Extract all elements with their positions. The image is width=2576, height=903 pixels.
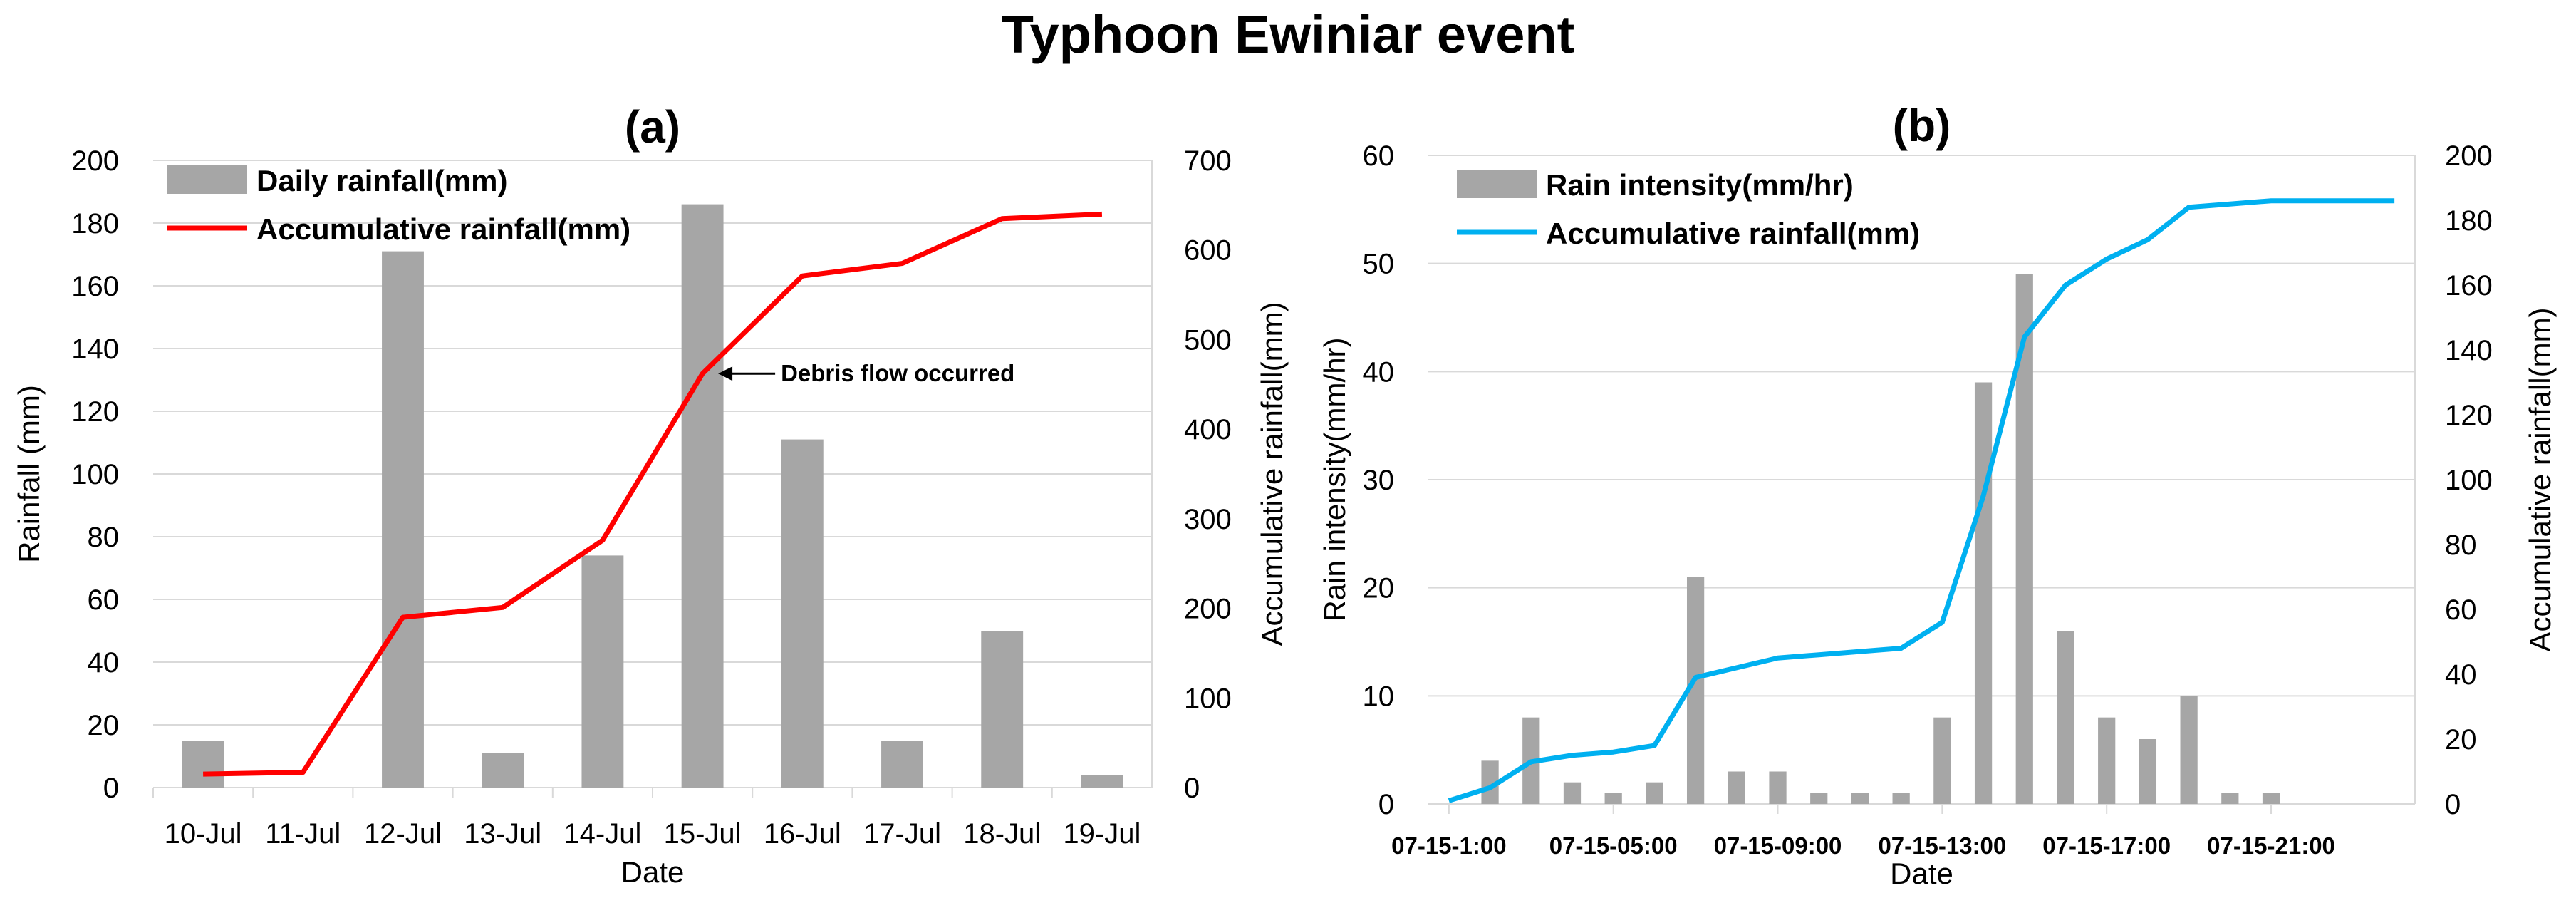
panel-title-a: (a)	[625, 101, 680, 153]
annotation-text: Debris flow occurred	[781, 360, 1014, 386]
y2-axis-label: Accumulative rainfall(mm)	[1255, 301, 1289, 646]
bar-b-7	[1728, 771, 1745, 804]
y-tick-label: 40	[88, 647, 120, 678]
bar-b-9	[1810, 793, 1828, 804]
x-tick-label: 18-Jul	[963, 818, 1041, 850]
x-tick-label: 07-15-17:00	[2042, 832, 2171, 859]
y2-tick-label: 20	[2445, 724, 2477, 755]
x-tick-label: 07-15-13:00	[1878, 832, 2006, 859]
y-tick-label: 60	[1363, 140, 1395, 172]
y-tick-label: 50	[1363, 249, 1395, 280]
bar-a-0	[182, 741, 224, 788]
y2-tick-label: 400	[1184, 414, 1232, 445]
y-tick-label: 0	[103, 773, 119, 804]
legend-bar-swatch	[1457, 170, 1537, 198]
y2-tick-label: 0	[1184, 773, 1200, 804]
x-tick-label: 15-Jul	[664, 818, 742, 850]
y2-tick-label: 600	[1184, 235, 1232, 267]
x-tick-label: 16-Jul	[764, 818, 841, 850]
y-tick-label: 10	[1363, 681, 1395, 712]
y2-tick-label: 100	[1184, 683, 1232, 714]
y2-tick-label: 60	[2445, 594, 2477, 626]
bar-b-13	[1974, 382, 1993, 804]
y2-tick-label: 100	[2445, 465, 2493, 496]
y-tick-label: 60	[88, 584, 120, 616]
legend-bar-label: Rain intensity(mm/hr)	[1546, 168, 1854, 202]
legend-line-label: Accumulative rainfall(mm)	[256, 212, 630, 246]
x-tick-label: 07-15-1:00	[1391, 832, 1506, 859]
bar-b-16	[2098, 717, 2116, 804]
bar-a-5	[681, 204, 724, 788]
x-axis-label: Date	[1890, 857, 1953, 890]
line-series-a	[203, 211, 1103, 777]
x-tick-label: 19-Jul	[1063, 818, 1141, 850]
y2-tick-label: 200	[2445, 140, 2493, 172]
x-tick-label: 12-Jul	[364, 818, 442, 850]
x-tick-label: 07-15-09:00	[1714, 832, 1842, 859]
annotation-arrowhead	[718, 366, 733, 381]
x-tick-label: 07-15-21:00	[2207, 832, 2335, 859]
legend-bar-label: Daily rainfall(mm)	[256, 164, 507, 197]
bar-b-3	[1563, 782, 1582, 804]
y-tick-label: 40	[1363, 356, 1395, 388]
y-tick-label: 100	[71, 459, 119, 490]
legend-line-label: Accumulative rainfall(mm)	[1546, 217, 1920, 250]
x-tick-label: 13-Jul	[464, 818, 541, 850]
y-axis-label: Rain intensity(mm/hr)	[1318, 337, 1351, 621]
x-tick-label: 10-Jul	[165, 818, 242, 850]
y2-tick-label: 40	[2445, 659, 2477, 691]
bar-b-10	[1851, 793, 1869, 804]
x-tick-label: 07-15-05:00	[1549, 832, 1678, 859]
x-tick-label: 14-Jul	[564, 818, 641, 850]
y2-tick-label: 180	[2445, 205, 2493, 237]
bar-b-8	[1769, 771, 1787, 804]
y-tick-label: 20	[1363, 573, 1395, 604]
bar-a-9	[1081, 775, 1123, 788]
bar-b-17	[2139, 739, 2157, 804]
y2-tick-label: 160	[2445, 270, 2493, 301]
bar-b-5	[1646, 782, 1663, 804]
bar-b-20	[2262, 793, 2280, 804]
bar-a-6	[781, 439, 824, 788]
y-tick-label: 200	[71, 145, 119, 177]
line-series-b	[1448, 198, 2395, 803]
y-axis-label: Rainfall (mm)	[12, 385, 46, 563]
y-tick-label: 30	[1363, 465, 1395, 496]
y2-tick-label: 0	[2445, 789, 2461, 820]
panel-title-b: (b)	[1893, 100, 1951, 151]
bar-b-4	[1604, 793, 1622, 804]
main-title: Typhoon Ewiniar event	[1001, 5, 1575, 64]
legend-bar-swatch	[167, 165, 247, 194]
bar-b-15	[2057, 631, 2074, 804]
bar-b-19	[2221, 793, 2239, 804]
x-axis-label: Date	[621, 855, 685, 889]
y2-axis-label: Accumulative rainfall(mm)	[2523, 307, 2557, 651]
y2-tick-label: 80	[2445, 530, 2477, 561]
bar-a-2	[382, 251, 424, 788]
y-tick-label: 160	[71, 271, 119, 302]
bar-b-18	[2180, 696, 2198, 804]
y2-tick-label: 300	[1184, 504, 1232, 535]
y2-tick-label: 120	[2445, 400, 2493, 431]
bar-b-11	[1892, 793, 1910, 804]
bar-a-8	[981, 631, 1024, 788]
y2-tick-label: 700	[1184, 145, 1232, 177]
y-tick-label: 0	[1378, 789, 1394, 820]
bar-b-12	[1933, 717, 1951, 804]
x-tick-label: 17-Jul	[863, 818, 941, 850]
bar-a-7	[881, 741, 923, 788]
y2-tick-label: 200	[1184, 594, 1232, 625]
y-tick-label: 20	[88, 710, 120, 741]
x-tick-label: 11-Jul	[265, 818, 341, 850]
y-tick-label: 140	[71, 334, 119, 365]
y-tick-label: 180	[71, 208, 119, 239]
bar-a-4	[581, 555, 624, 788]
y2-tick-label: 140	[2445, 335, 2493, 366]
bar-a-3	[482, 753, 524, 788]
y-tick-label: 80	[88, 522, 120, 553]
y2-tick-label: 500	[1184, 324, 1232, 356]
y-tick-label: 120	[71, 396, 119, 428]
